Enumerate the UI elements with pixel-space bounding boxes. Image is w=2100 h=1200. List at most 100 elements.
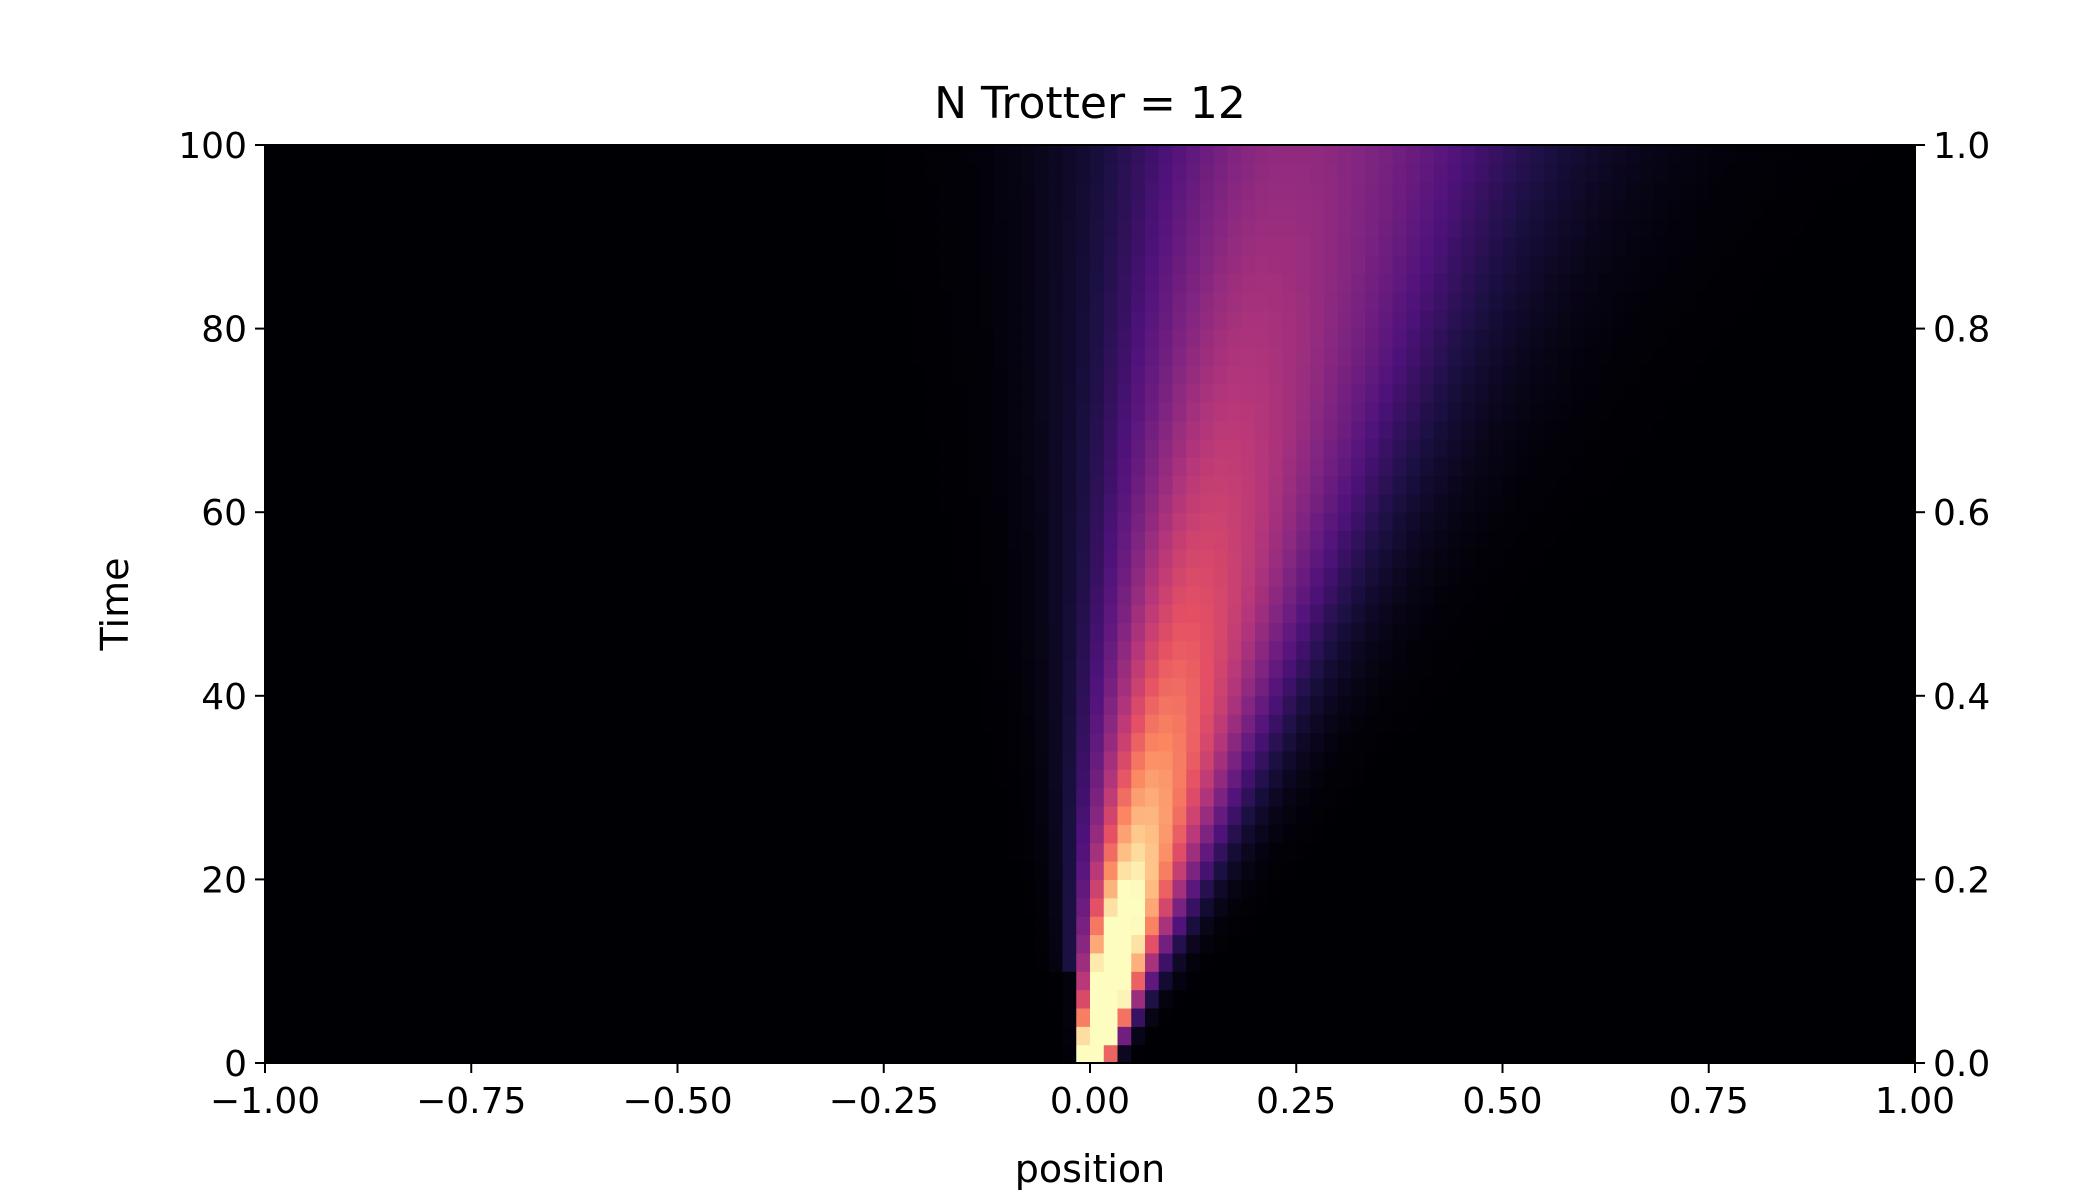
heatmap-cell: [1310, 916, 1325, 936]
heatmap-cell: [1406, 567, 1421, 587]
heatmap-cell: [1021, 842, 1036, 862]
heatmap-cell: [540, 346, 555, 366]
heatmap-cell: [773, 1026, 789, 1046]
heatmap-cell: [1543, 420, 1559, 440]
heatmap-cell: [925, 934, 940, 954]
heatmap-cell: [622, 475, 637, 495]
heatmap-cell: [1818, 585, 1834, 605]
heatmap-cell: [1516, 842, 1531, 862]
heatmap-cell: [1172, 971, 1187, 991]
heatmap-cell: [1227, 420, 1242, 440]
heatmap-cell: [430, 842, 445, 862]
heatmap-cell: [608, 695, 624, 715]
heatmap-cell: [952, 493, 967, 513]
heatmap-cell: [1406, 457, 1421, 477]
heatmap-cell: [1846, 548, 1861, 568]
heatmap-cell: [1007, 732, 1022, 752]
heatmap-cell: [1241, 291, 1256, 311]
heatmap-cell: [787, 512, 802, 532]
heatmap-cell: [1461, 475, 1476, 495]
heatmap-cell: [1406, 805, 1421, 825]
heatmap-cell: [897, 714, 912, 734]
heatmap-cell: [677, 952, 692, 972]
heatmap-cell: [650, 475, 665, 495]
heatmap-cell: [1420, 585, 1435, 605]
heatmap-cell: [375, 567, 390, 587]
heatmap-cell: [1777, 1007, 1792, 1027]
heatmap-cell: [1585, 475, 1600, 495]
heatmap-cell: [1557, 420, 1572, 440]
heatmap-cell: [1873, 714, 1889, 734]
heatmap-cell: [925, 824, 940, 844]
heatmap-cell: [581, 732, 596, 752]
heatmap-cell: [595, 750, 610, 770]
heatmap-cell: [1351, 861, 1366, 880]
heatmap-cell: [718, 604, 734, 623]
heatmap-cell: [801, 805, 816, 825]
heatmap-cell: [938, 659, 954, 679]
heatmap-cell: [1695, 328, 1710, 348]
heatmap-cell: [1200, 291, 1215, 311]
heatmap-cell: [952, 328, 967, 348]
heatmap-cell: [1378, 640, 1394, 660]
heatmap-cell: [1447, 530, 1462, 550]
heatmap-cell: [1090, 475, 1105, 495]
heatmap-cell: [1035, 328, 1050, 348]
heatmap-cell: [1282, 512, 1297, 532]
heatmap-cell: [581, 897, 596, 917]
heatmap-cell: [498, 346, 514, 366]
heatmap-cell: [828, 750, 844, 770]
heatmap-cell: [1461, 787, 1476, 807]
heatmap-cell: [1722, 732, 1737, 752]
heatmap-cell: [333, 1044, 349, 1064]
heatmap-cell: [1021, 383, 1036, 403]
heatmap-cell: [1447, 493, 1462, 513]
heatmap-cell: [663, 787, 679, 807]
heatmap-cell: [1282, 805, 1297, 825]
heatmap-cell: [911, 585, 926, 605]
heatmap-cell: [1062, 346, 1077, 366]
heatmap-cell: [650, 1026, 665, 1046]
heatmap-cell: [966, 989, 981, 1009]
heatmap-cell: [925, 457, 940, 477]
heatmap-cell: [581, 714, 596, 734]
heatmap-cell: [416, 989, 431, 1009]
heatmap-cell: [1310, 457, 1325, 477]
heatmap-cell: [773, 750, 789, 770]
heatmap-cell: [1750, 475, 1765, 495]
heatmap-cell: [306, 695, 321, 715]
heatmap-cell: [622, 750, 637, 770]
heatmap-cell: [361, 842, 376, 862]
heatmap-cell: [1255, 383, 1270, 403]
heatmap-cell: [650, 732, 665, 752]
heatmap-cell: [925, 475, 940, 495]
heatmap-cell: [1365, 438, 1380, 458]
heatmap-cell: [842, 916, 857, 936]
heatmap-cell: [1447, 934, 1462, 954]
heatmap-cell: [883, 971, 899, 991]
heatmap-cell: [512, 1026, 527, 1046]
heatmap-cell: [1475, 1007, 1490, 1027]
heatmap-cell: [1763, 512, 1779, 532]
heatmap-cell: [1653, 365, 1669, 385]
heatmap-cell: [1268, 861, 1284, 880]
heatmap-cell: [320, 622, 335, 642]
heatmap-cell: [540, 1026, 555, 1046]
heatmap-cell: [883, 989, 899, 1009]
heatmap-cell: [347, 402, 362, 421]
heatmap-cell: [1131, 640, 1146, 660]
heatmap-cell: [347, 383, 362, 403]
heatmap-cell: [1516, 916, 1531, 936]
heatmap-cell: [938, 732, 954, 752]
heatmap-cell: [1887, 952, 1902, 972]
heatmap-cell: [1310, 310, 1325, 330]
heatmap-cell: [581, 989, 596, 1009]
heatmap-cell: [677, 842, 692, 862]
heatmap-cell: [1090, 512, 1105, 532]
heatmap-cell: [1200, 493, 1215, 513]
heatmap-cell: [1351, 548, 1366, 568]
heatmap-cell: [938, 787, 954, 807]
heatmap-cell: [595, 383, 610, 403]
heatmap-cell: [1172, 861, 1187, 880]
heatmap-cell: [1172, 346, 1187, 366]
